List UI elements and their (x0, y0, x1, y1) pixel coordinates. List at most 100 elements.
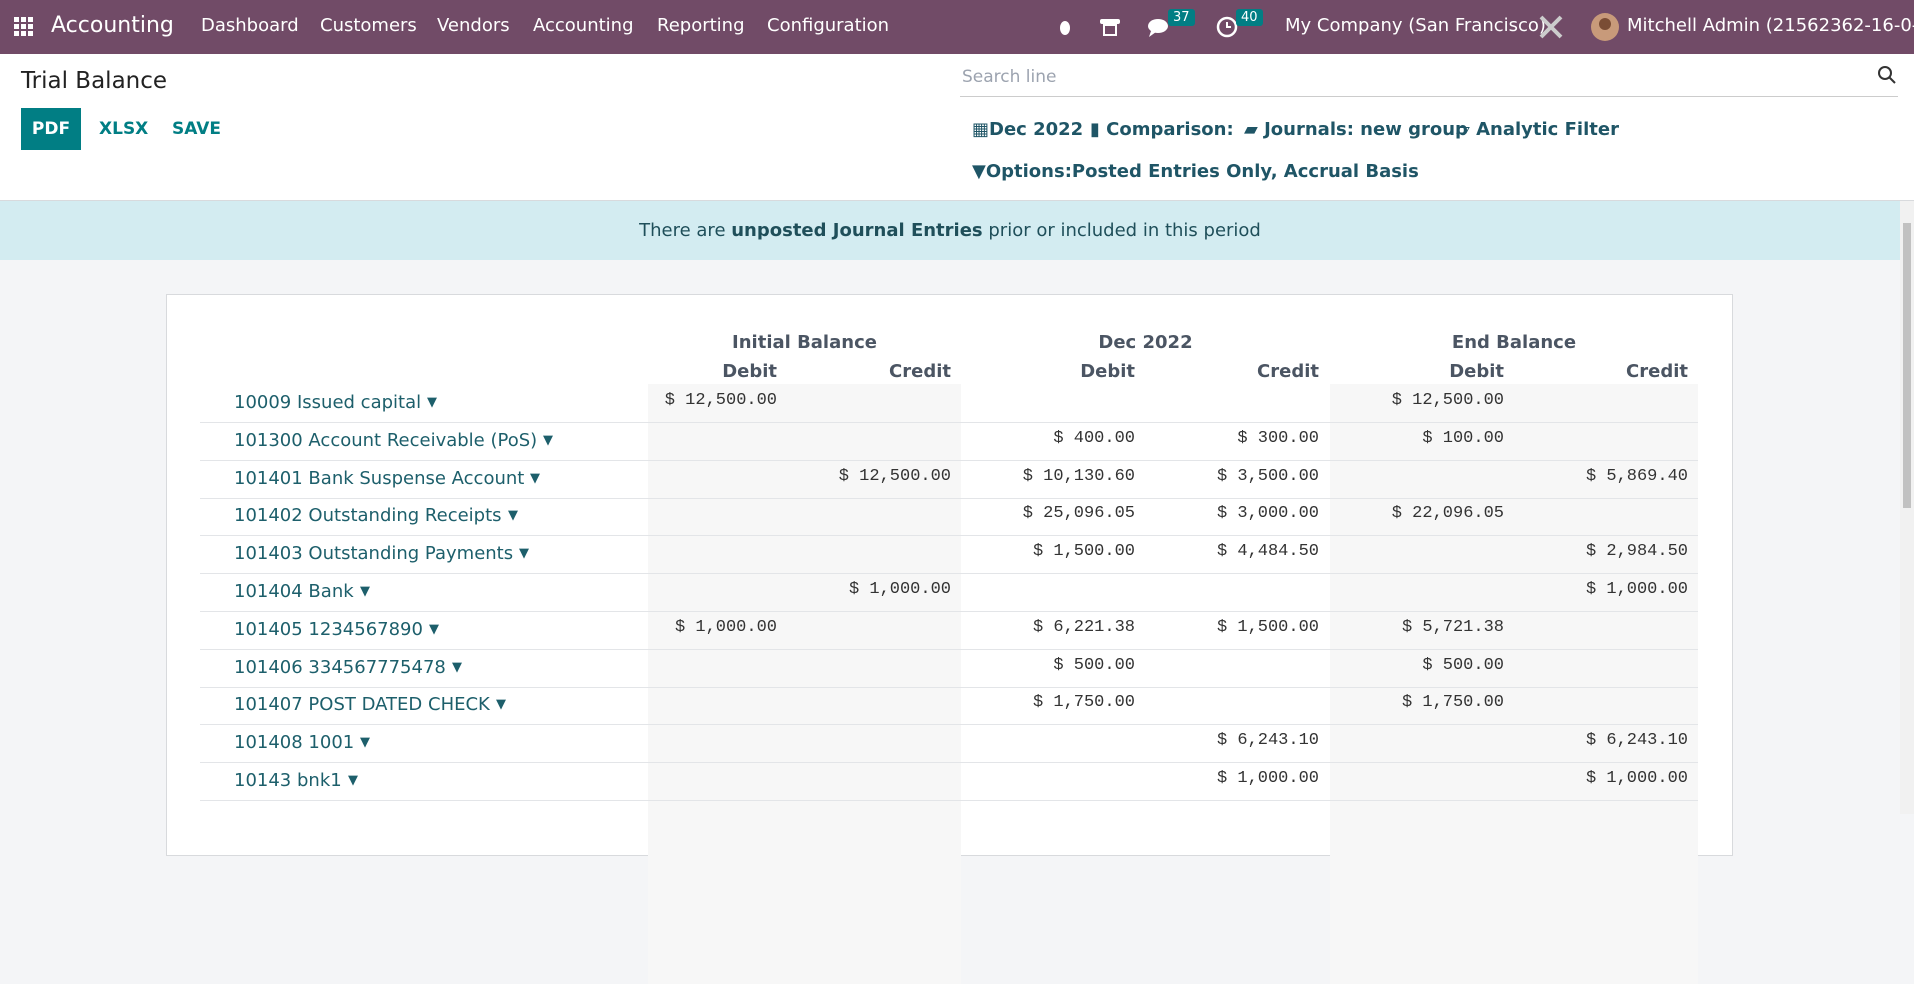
menu-item[interactable]: Reporting (657, 15, 745, 36)
account-name[interactable]: 10009 Issued capital (234, 392, 422, 413)
row-line (200, 800, 1698, 801)
caret: ▼ (543, 432, 553, 448)
search-input[interactable]: Search line (962, 67, 1057, 87)
alert-link[interactable]: unposted Journal Entries (731, 220, 983, 241)
folder-icon: ▱ (1456, 119, 1477, 140)
account-name[interactable]: 101408 1001 (234, 732, 355, 754)
amount: $ 4,484.50 (1216, 542, 1319, 562)
amount: $ 5,869.40 (1585, 466, 1688, 486)
caret: ▼ (360, 735, 370, 751)
column-header: Credit (1626, 361, 1688, 382)
user-menu[interactable]: Mitchell Admin (21562362-16-0-all) (1627, 15, 1914, 36)
amount: $ 10,130.60 (1022, 466, 1135, 486)
amount: $ 2,984.50 (1585, 542, 1688, 562)
column-header: Credit (1257, 361, 1319, 382)
caret: ▼ (508, 508, 518, 524)
row-line (200, 535, 1698, 537)
account-name[interactable]: 101407 POST DATED CHECK (234, 694, 490, 716)
comparison-label: Comparison: (1106, 119, 1234, 140)
column-header: Debit (722, 361, 777, 382)
row-line (200, 724, 1698, 726)
debug-icon[interactable] (1054, 16, 1076, 38)
row-line (200, 611, 1698, 612)
amount: $ 1,000.00 (1585, 769, 1688, 788)
amount: $ 22,096.05 (1391, 504, 1504, 524)
activities-icon[interactable] (1216, 16, 1240, 40)
account-name[interactable]: 101403 Outstanding Payments (234, 543, 514, 565)
row-line (200, 686, 1698, 688)
account-name[interactable]: 101404 Bank (234, 581, 354, 602)
menu-item[interactable]: Configuration (767, 15, 890, 36)
messages-badge: 37 (1168, 9, 1195, 26)
account-name[interactable]: 101401 Bank Suspense Account (234, 467, 525, 489)
amount: $ 3,000.00 (1216, 504, 1319, 524)
amount: $ 1,000.00 (848, 580, 951, 599)
row-line (200, 573, 1698, 575)
amount: $ 500.00 (1053, 655, 1135, 675)
xlsx-button[interactable]: XLSX (99, 119, 149, 139)
column-header: Debit (1449, 361, 1504, 382)
options-filter[interactable]: ▼Options:Posted Entries Only, Accrual Ba… (972, 161, 1419, 182)
row-line (200, 459, 1698, 461)
amount: $ 1,500.00 (1216, 617, 1319, 637)
apps-icon[interactable] (14, 17, 34, 37)
journals-filter[interactable]: ▰ Journals: new group (1244, 119, 1468, 140)
row-line (200, 422, 1698, 423)
caret: ▼ (348, 773, 358, 788)
amount: $ 1,000.00 (674, 617, 777, 637)
amount: $ 1,000.00 (1585, 580, 1688, 599)
menu-item[interactable]: Customers (320, 15, 417, 36)
scrollbar-thumb[interactable] (1903, 223, 1911, 508)
amount: $ 12,500.00 (838, 466, 951, 486)
amount: $ 5,721.38 (1401, 617, 1504, 637)
account-name[interactable]: 101406 334567775478 (234, 656, 446, 678)
column-header: Credit (889, 361, 951, 382)
amount: $ 1,000.00 (1216, 769, 1319, 788)
avatar[interactable] (1590, 12, 1620, 42)
analytic-filter[interactable]: ▱ Analytic Filter (1456, 119, 1619, 140)
phone-icon[interactable] (1098, 16, 1122, 38)
caret: ▼ (360, 584, 370, 599)
company-switcher[interactable]: My Company (San Francisco) (1285, 15, 1546, 36)
menu-item[interactable]: Dashboard (201, 15, 299, 36)
options-label: Options:Posted Entries Only, Accrual Bas… (985, 161, 1419, 182)
unposted-alert: There are unposted Journal Entries prior… (0, 201, 1900, 260)
alert-text: prior or included in this period (982, 220, 1261, 241)
row-line (200, 762, 1698, 764)
save-button[interactable]: SAVE (172, 119, 222, 139)
amount: $ 6,243.10 (1585, 731, 1688, 751)
amount: $ 6,221.38 (1032, 617, 1135, 637)
amount: $ 300.00 (1237, 428, 1319, 448)
account-name[interactable]: 101402 Outstanding Receipts (234, 505, 502, 527)
amount: $ 1,500.00 (1032, 542, 1135, 562)
group-header: Dec 2022 (1098, 332, 1193, 353)
pdf-button[interactable]: PDF (21, 108, 81, 150)
app-name[interactable]: Accounting (51, 13, 174, 38)
messages-icon[interactable] (1147, 16, 1171, 38)
caret: ▼ (429, 621, 439, 637)
amount: $ 100.00 (1422, 428, 1504, 448)
amount: $ 1,750.00 (1401, 693, 1504, 713)
amount: $ 500.00 (1422, 655, 1504, 675)
account-name[interactable]: 101405 1234567890 (234, 618, 423, 640)
search-icon[interactable] (1877, 65, 1897, 85)
account-name[interactable]: 101300 Account Receivable (PoS) (234, 429, 538, 451)
menu-item[interactable]: Accounting (533, 15, 634, 36)
comparison-filter[interactable]: ▮ Comparison: (1090, 119, 1234, 140)
account-name[interactable]: 10143 bnk1 (234, 770, 342, 791)
amount: $ 3,500.00 (1216, 466, 1319, 486)
calendar-icon: ▦ (972, 119, 990, 140)
amount: $ 12,500.00 (1391, 391, 1504, 410)
group-header: End Balance (1451, 332, 1577, 353)
amount: $ 25,096.05 (1022, 504, 1135, 524)
date-filter[interactable]: ▦Dec 2022 (972, 119, 1083, 140)
caret: ▼ (427, 395, 437, 410)
navbar: Accounting Dashboard Customers Vendors A… (0, 0, 1914, 54)
settings-icon[interactable] (1538, 14, 1564, 40)
activities-badge: 40 (1236, 9, 1263, 26)
caret: ▼ (519, 546, 529, 562)
column-header: Debit (1080, 361, 1135, 382)
amount: $ 12,500.00 (664, 391, 777, 410)
menu-item[interactable]: Vendors (437, 15, 510, 36)
row-line (200, 648, 1698, 650)
